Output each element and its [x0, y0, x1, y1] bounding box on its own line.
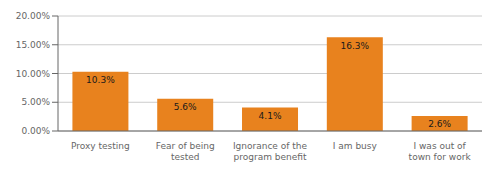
svg-text:I am busy: I am busy — [333, 141, 378, 151]
svg-text:0.00%: 0.00% — [21, 126, 50, 136]
svg-text:20.00%: 20.00% — [16, 11, 51, 21]
svg-text:15.00%: 15.00% — [16, 40, 51, 50]
svg-text:10.3%: 10.3% — [86, 75, 115, 85]
svg-text:5.6%: 5.6% — [174, 102, 197, 112]
svg-text:16.3%: 16.3% — [341, 41, 370, 51]
svg-text:5.00%: 5.00% — [21, 97, 50, 107]
svg-text:10.00%: 10.00% — [16, 69, 51, 79]
svg-text:4.1%: 4.1% — [259, 111, 282, 121]
svg-text:Proxy testing: Proxy testing — [71, 141, 130, 151]
svg-text:2.6%: 2.6% — [428, 119, 451, 129]
svg-text:Fear of beingtested: Fear of beingtested — [156, 141, 215, 162]
svg-text:Ignorance of theprogram benefi: Ignorance of theprogram benefit — [233, 141, 308, 162]
svg-text:I was out oftown for work: I was out oftown for work — [409, 141, 472, 162]
